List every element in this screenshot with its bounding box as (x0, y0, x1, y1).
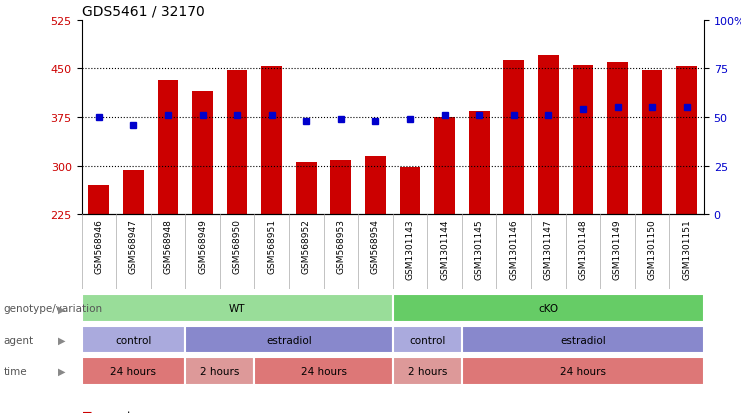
FancyBboxPatch shape (254, 357, 393, 385)
FancyBboxPatch shape (393, 357, 462, 385)
Bar (88, 186, 109, 215)
Text: GSM1301151: GSM1301151 (682, 218, 691, 279)
Text: agent: agent (4, 335, 34, 345)
Bar (262, 67, 282, 215)
Bar (296, 163, 316, 215)
FancyBboxPatch shape (82, 295, 393, 323)
Text: GSM1301149: GSM1301149 (613, 218, 622, 279)
Text: time: time (4, 366, 27, 376)
Bar (399, 168, 420, 215)
Text: ▶: ▶ (58, 335, 65, 345)
Text: GSM1301144: GSM1301144 (440, 218, 449, 279)
Text: WT: WT (229, 304, 245, 314)
Text: 24 hours: 24 hours (301, 366, 347, 376)
Bar (227, 71, 247, 215)
Text: GSM568948: GSM568948 (164, 218, 173, 273)
Text: 24 hours: 24 hours (110, 366, 156, 376)
FancyBboxPatch shape (393, 326, 462, 354)
Text: GSM1301146: GSM1301146 (509, 218, 518, 279)
Bar (642, 71, 662, 215)
Bar (538, 56, 559, 215)
Text: GSM568952: GSM568952 (302, 218, 310, 273)
Bar (607, 63, 628, 215)
Text: ▶: ▶ (58, 304, 65, 314)
Text: 24 hours: 24 hours (560, 366, 606, 376)
Text: GSM568950: GSM568950 (233, 218, 242, 273)
Text: GSM568954: GSM568954 (371, 218, 380, 273)
Text: GSM568949: GSM568949 (198, 218, 207, 273)
Text: cKO: cKO (538, 304, 559, 314)
FancyBboxPatch shape (185, 357, 254, 385)
Bar (330, 161, 351, 215)
Text: GDS5461 / 32170: GDS5461 / 32170 (82, 4, 205, 18)
Text: GSM568953: GSM568953 (336, 218, 345, 273)
FancyBboxPatch shape (82, 326, 185, 354)
Text: control: control (409, 335, 445, 345)
Text: GSM568946: GSM568946 (94, 218, 103, 273)
Text: count: count (100, 410, 132, 413)
Text: GSM1301148: GSM1301148 (579, 218, 588, 279)
Text: GSM1301147: GSM1301147 (544, 218, 553, 279)
Text: ■: ■ (82, 410, 92, 413)
Bar (503, 61, 524, 215)
Text: ▶: ▶ (58, 366, 65, 376)
FancyBboxPatch shape (462, 326, 704, 354)
Bar (469, 111, 490, 215)
Text: control: control (115, 335, 152, 345)
Text: GSM1301143: GSM1301143 (405, 218, 414, 279)
Text: GSM568951: GSM568951 (268, 218, 276, 273)
Bar (365, 157, 386, 215)
Bar (192, 92, 213, 215)
Text: GSM568947: GSM568947 (129, 218, 138, 273)
Text: GSM1301150: GSM1301150 (648, 218, 657, 279)
FancyBboxPatch shape (393, 295, 704, 323)
FancyBboxPatch shape (82, 357, 185, 385)
Bar (677, 67, 697, 215)
FancyBboxPatch shape (185, 326, 393, 354)
Bar (573, 66, 594, 215)
Text: 2 hours: 2 hours (200, 366, 239, 376)
Text: estradiol: estradiol (560, 335, 606, 345)
Text: GSM1301145: GSM1301145 (475, 218, 484, 279)
Text: estradiol: estradiol (266, 335, 312, 345)
Text: genotype/variation: genotype/variation (4, 304, 103, 314)
Text: 2 hours: 2 hours (408, 366, 447, 376)
Bar (158, 81, 179, 215)
FancyBboxPatch shape (462, 357, 704, 385)
Bar (123, 171, 144, 215)
Bar (434, 118, 455, 215)
